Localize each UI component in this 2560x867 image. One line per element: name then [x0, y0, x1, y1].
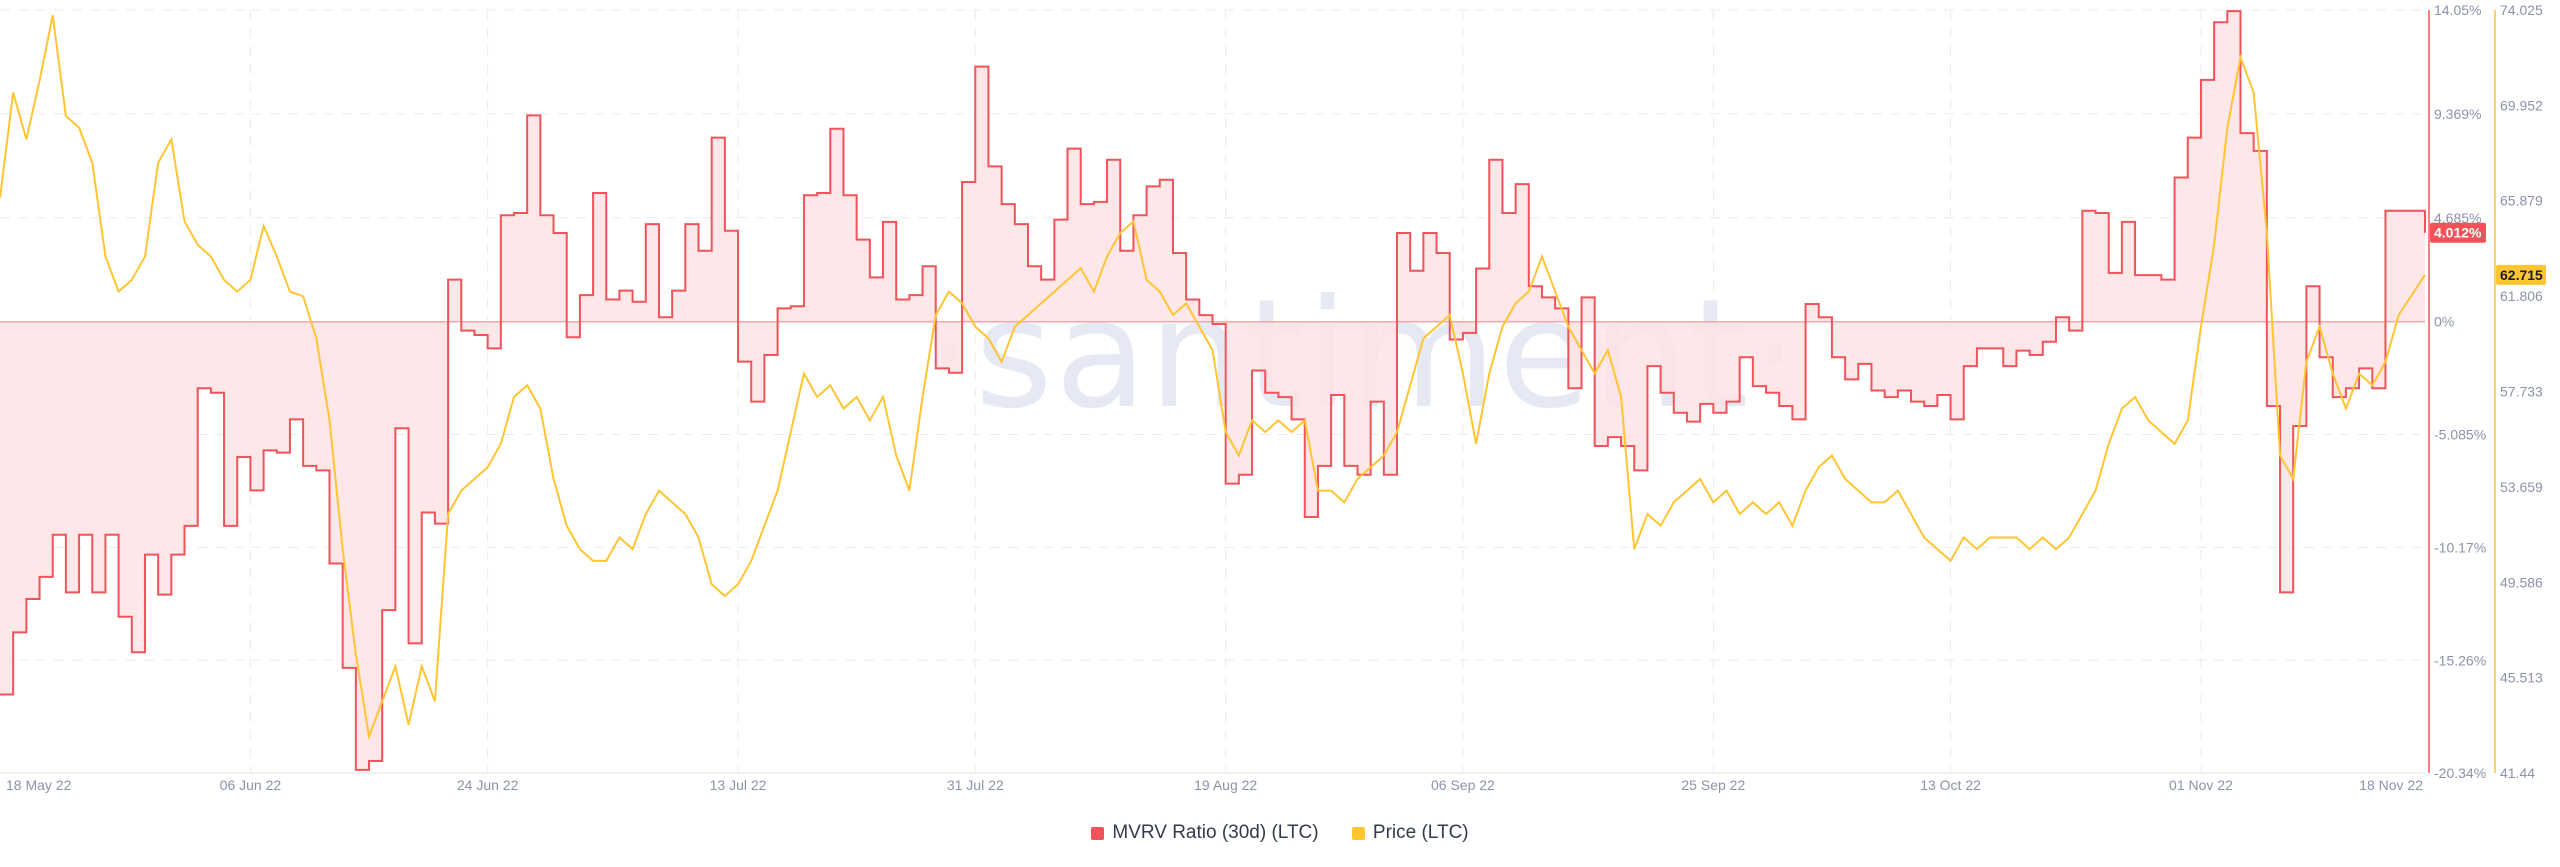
axis-layer: 14.05% 9.369% 4.685% 0% -5.085% -10.17% -15.26… — [6, 2, 2546, 793]
x-tick-label: 13 Jul 22 — [710, 777, 767, 793]
y-tick-left: 0% — [2434, 314, 2454, 330]
legend: MVRV Ratio (30d) (LTC) Price (LTC) — [0, 822, 2560, 846]
y-tick-left: 9.369% — [2434, 106, 2481, 122]
current-mvrv-badge — [2430, 222, 2486, 243]
current-price-label: 62.715 — [2500, 267, 2543, 283]
x-tick-label: 18 May 22 — [6, 777, 72, 793]
legend-swatch-mvrv — [1091, 826, 1105, 840]
x-tick-label: 06 Sep 22 — [1431, 777, 1495, 793]
y-tick-right: 41.44 — [2500, 765, 2535, 781]
current-price-badge — [2496, 264, 2546, 285]
y-tick-left: 4.685% — [2434, 210, 2481, 226]
mvrv-area-layer — [0, 11, 2425, 770]
legend-label-mvrv: MVRV Ratio (30d) (LTC) — [1112, 822, 1319, 843]
price-series-line — [0, 15, 2426, 741]
y-tick-right: 45.513 — [2500, 670, 2543, 686]
mvrv-series-line — [0, 10, 2426, 771]
y-tick-left: 14.05% — [2434, 2, 2481, 18]
current-mvrv-label: 4.012% — [2434, 225, 2482, 241]
y-tick-left: -10.17% — [2434, 539, 2486, 555]
y-tick-right: 69.952 — [2500, 97, 2543, 113]
mvrv-area — [0, 11, 2425, 770]
x-tick-label: 25 Sep 22 — [1681, 777, 1745, 793]
series-line-layer — [0, 10, 2426, 771]
legend-item-mvrv[interactable]: MVRV Ratio (30d) (LTC) — [1091, 822, 1319, 844]
legend-item-price[interactable]: Price (LTC) — [1351, 822, 1469, 844]
legend-swatch-price — [1351, 826, 1365, 840]
y-tick-right: 65.879 — [2500, 193, 2543, 209]
x-tick-label: 24 Jun 22 — [457, 777, 519, 793]
x-tick-label: 18 Nov 22 — [2359, 777, 2423, 793]
x-tick-label: 19 Aug 22 — [1194, 777, 1257, 793]
y-tick-right: 49.586 — [2500, 574, 2543, 590]
x-tick-label: 06 Jun 22 — [220, 777, 282, 793]
x-tick-label: 01 Nov 22 — [2169, 777, 2233, 793]
y-tick-left: -15.26% — [2434, 652, 2486, 668]
y-tick-right: 57.733 — [2500, 383, 2543, 399]
x-tick-label: 31 Jul 22 — [947, 777, 1004, 793]
y-tick-right: 61.806 — [2500, 288, 2543, 304]
y-tick-left: -20.34% — [2434, 765, 2486, 781]
y-tick-right: 74.025 — [2500, 2, 2543, 18]
y-tick-right: 53.659 — [2500, 479, 2543, 495]
legend-label-price: Price (LTC) — [1372, 822, 1469, 843]
y-tick-left: -5.085% — [2434, 427, 2486, 443]
x-tick-label: 13 Oct 22 — [1920, 777, 1981, 793]
